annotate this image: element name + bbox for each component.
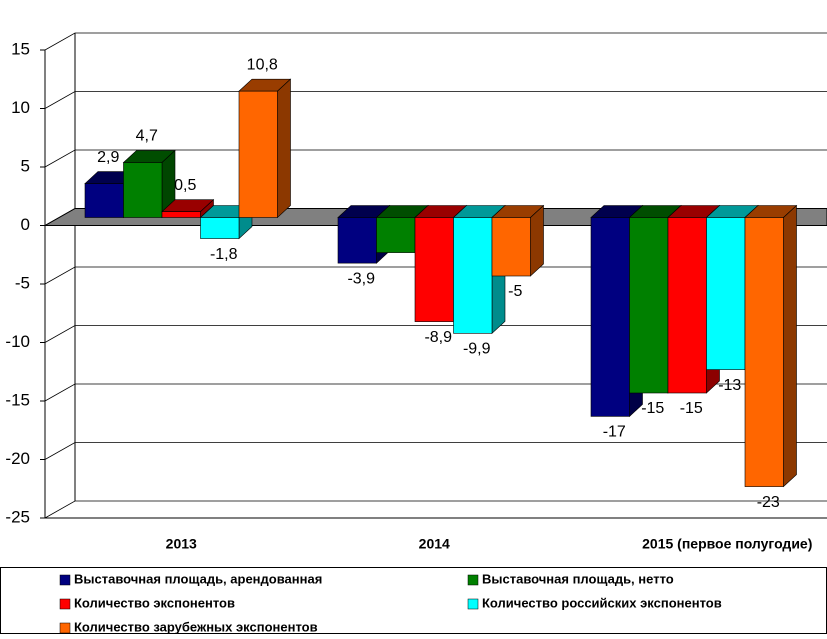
bar: [629, 217, 669, 394]
y-tick-label: 0: [21, 215, 30, 234]
bar: [376, 217, 416, 253]
grid-line: [44, 149, 827, 168]
grid-line: [44, 208, 827, 226]
bar: [337, 217, 377, 264]
legend-label: Количество зарубежных экспонентов: [74, 619, 318, 634]
grid-line: [44, 91, 827, 109]
bar: [123, 162, 163, 218]
legend-swatch: [467, 574, 479, 586]
bar-side: [277, 78, 291, 219]
x-tick-label: 2014: [419, 536, 450, 552]
grid-line: [44, 383, 827, 402]
x-tick-label: 2013: [166, 536, 197, 552]
data-label: 0,5: [174, 177, 196, 194]
grid-line: [44, 325, 827, 343]
legend-swatch: [467, 598, 479, 610]
data-label: -15: [641, 400, 664, 417]
bar: [706, 217, 746, 370]
data-label: -9,9: [463, 341, 491, 358]
legend-label: Количество российских экспонентов: [482, 595, 722, 610]
legend-swatch: [59, 574, 71, 586]
y-tick-label: -25: [5, 507, 30, 526]
data-label: -15: [680, 400, 703, 417]
y-tick-label: 5: [21, 156, 30, 175]
y-tick-label: -10: [5, 332, 30, 351]
data-label: -3,9: [347, 270, 375, 287]
bar: [667, 217, 707, 394]
y-tick-label: -20: [5, 449, 30, 468]
bar: [161, 211, 201, 218]
bar: [84, 183, 124, 218]
legend-label: Выставочная площадь, нетто: [482, 571, 674, 586]
grid-line: [44, 500, 827, 519]
grid-line: [44, 32, 827, 51]
data-label: 2,9: [97, 149, 119, 166]
bar-side: [530, 204, 544, 277]
x-tick-label: 2015 (первое полугодие): [642, 536, 812, 552]
data-label: -17: [603, 424, 626, 441]
y-tick-label: 10: [11, 98, 30, 117]
data-label: -13: [718, 377, 741, 394]
bar: [491, 217, 531, 277]
bar: [744, 217, 784, 487]
y-tick-label: -15: [5, 390, 30, 409]
grid-line: [44, 266, 827, 285]
legend-swatch: [59, 598, 71, 610]
legend-label: Выставочная площадь, арендованная: [74, 571, 322, 586]
grid-line: [44, 442, 827, 460]
data-label: -8,9: [424, 329, 452, 346]
bar-side: [783, 204, 797, 488]
data-label: -23: [757, 494, 780, 511]
data-label: 10,8: [247, 56, 278, 73]
bar: [590, 217, 630, 417]
bar: [200, 217, 240, 239]
data-label: -5: [508, 283, 522, 300]
legend-box: [0, 567, 827, 634]
data-label: 4,7: [136, 128, 158, 145]
legend-label: Количество экспонентов: [74, 595, 235, 610]
bar: [414, 217, 454, 322]
bar: [453, 217, 493, 334]
bar: [238, 90, 278, 218]
y-tick-label: -5: [15, 273, 30, 292]
y-tick-label: 15: [11, 39, 30, 58]
legend-swatch: [59, 622, 71, 634]
data-label: -1,8: [210, 246, 238, 263]
